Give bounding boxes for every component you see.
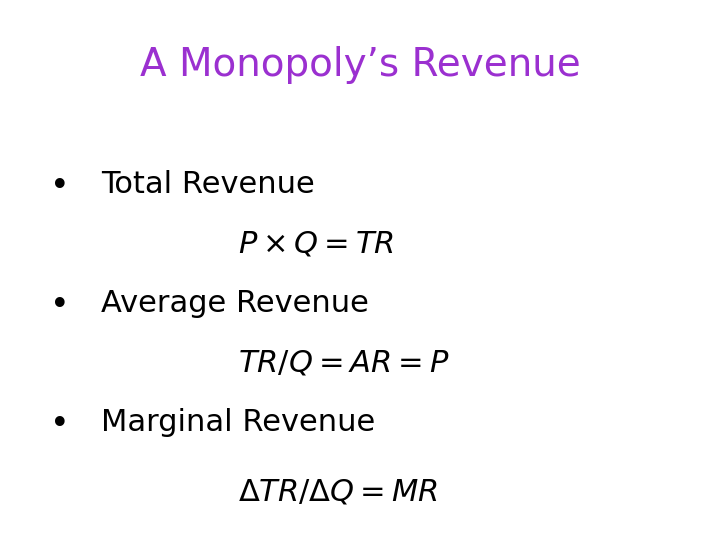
Text: Total Revenue: Total Revenue [101,170,315,199]
Text: •: • [50,408,70,441]
Text: A Monopoly’s Revenue: A Monopoly’s Revenue [140,46,580,84]
Text: $\Delta TR/\Delta Q = MR$: $\Delta TR/\Delta Q = MR$ [238,478,438,507]
Text: Marginal Revenue: Marginal Revenue [101,408,375,437]
Text: $P \times Q = TR$: $P \times Q = TR$ [238,230,394,259]
Text: •: • [50,170,70,203]
Text: Average Revenue: Average Revenue [101,289,369,318]
Text: •: • [50,289,70,322]
Text: $TR/Q = AR = P$: $TR/Q = AR = P$ [238,348,449,377]
